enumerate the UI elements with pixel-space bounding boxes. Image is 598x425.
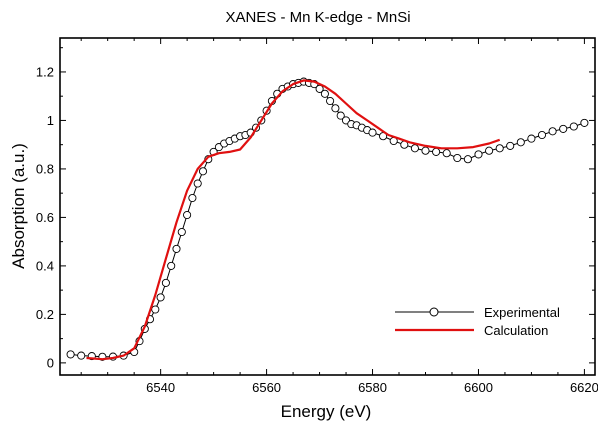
y-tick-label: 0	[47, 355, 54, 370]
calculation-line	[86, 79, 501, 361]
y-tick-label: 0.2	[36, 307, 54, 322]
y-tick-label: 0.8	[36, 161, 54, 176]
experimental-point	[320, 89, 329, 98]
experimental-point	[495, 144, 504, 153]
experimental-point	[66, 350, 75, 359]
experimental-point	[161, 278, 170, 287]
experimental-point	[537, 130, 547, 140]
legend-calculation-label: Calculation	[484, 323, 548, 338]
experimental-point	[442, 149, 451, 158]
experimental-point	[421, 146, 430, 155]
y-tick-label: 0.6	[36, 210, 54, 225]
experimental-point	[172, 244, 181, 253]
experimental-point	[183, 210, 192, 220]
experimental-point	[326, 96, 335, 106]
chart-title: XANES - Mn K-edge - MnSi	[225, 9, 410, 26]
x-tick-label: 6580	[358, 380, 387, 395]
experimental-point	[410, 144, 419, 153]
calculation-series	[86, 79, 501, 361]
experimental-point	[368, 128, 377, 137]
experimental-point	[527, 134, 536, 143]
experimental-point	[474, 150, 483, 159]
experimental-point	[336, 111, 345, 120]
plot-frame	[59, 37, 596, 376]
x-tick-label: 6540	[146, 380, 175, 395]
experimental-point	[516, 138, 525, 147]
experimental-point	[188, 193, 197, 203]
experimental-point	[167, 261, 176, 270]
experimental-point	[198, 167, 208, 176]
experimental-point	[463, 155, 472, 164]
experimental-point	[580, 118, 589, 127]
experimental-point	[331, 104, 340, 113]
experimental-point	[506, 141, 515, 150]
x-tick-label: 6620	[570, 380, 598, 395]
legend: Experimental Calculation	[395, 305, 560, 338]
y-tick-label: 1.2	[36, 64, 54, 79]
x-tick-label: 6600	[464, 380, 493, 395]
experimental-point	[453, 153, 462, 163]
experimental-point	[193, 179, 202, 188]
y-tick-label: 0.4	[36, 258, 54, 273]
legend-experimental-label: Experimental	[484, 305, 560, 320]
experimental-point	[548, 127, 557, 136]
x-axis-label: Energy (eV)	[281, 402, 372, 421]
experimental-point	[569, 122, 578, 131]
experimental-point	[432, 147, 441, 156]
experimental-point	[177, 227, 186, 237]
experimental-point	[559, 124, 568, 133]
experimental-point	[77, 351, 86, 360]
experimental-point	[151, 305, 160, 314]
y-tick-label: 1	[47, 113, 54, 128]
x-tick-label: 6560	[252, 380, 281, 395]
experimental-point	[156, 293, 165, 302]
legend-experimental-marker	[429, 307, 439, 317]
y-axis-label: Absorption (a.u.)	[9, 143, 28, 269]
axis-ticks: 6540 6560 6580 6600 6620 0 0.2 0.4 0.6 0.8 1 1.2	[36, 38, 598, 395]
experimental-point	[485, 146, 494, 155]
experimental-point	[315, 84, 324, 93]
